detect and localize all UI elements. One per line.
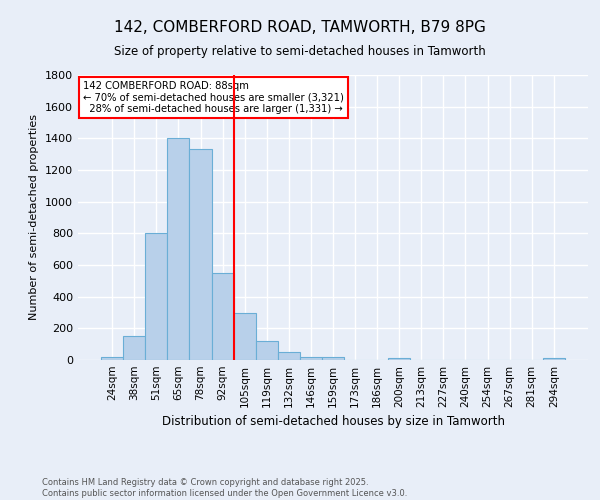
Text: 142, COMBERFORD ROAD, TAMWORTH, B79 8PG: 142, COMBERFORD ROAD, TAMWORTH, B79 8PG bbox=[114, 20, 486, 35]
Bar bbox=[167, 138, 190, 360]
Bar bbox=[322, 357, 344, 360]
Bar bbox=[388, 358, 410, 360]
Bar bbox=[101, 357, 123, 360]
Y-axis label: Number of semi-detached properties: Number of semi-detached properties bbox=[29, 114, 40, 320]
Bar bbox=[123, 336, 145, 360]
X-axis label: Distribution of semi-detached houses by size in Tamworth: Distribution of semi-detached houses by … bbox=[161, 416, 505, 428]
Bar bbox=[543, 358, 565, 360]
Bar bbox=[212, 273, 233, 360]
Text: Contains HM Land Registry data © Crown copyright and database right 2025.
Contai: Contains HM Land Registry data © Crown c… bbox=[42, 478, 407, 498]
Bar bbox=[145, 234, 167, 360]
Text: 142 COMBERFORD ROAD: 88sqm
← 70% of semi-detached houses are smaller (3,321)
  2: 142 COMBERFORD ROAD: 88sqm ← 70% of semi… bbox=[83, 80, 344, 114]
Bar bbox=[256, 341, 278, 360]
Bar bbox=[190, 150, 212, 360]
Bar bbox=[233, 312, 256, 360]
Bar bbox=[278, 352, 300, 360]
Bar bbox=[300, 357, 322, 360]
Text: Size of property relative to semi-detached houses in Tamworth: Size of property relative to semi-detach… bbox=[114, 45, 486, 58]
